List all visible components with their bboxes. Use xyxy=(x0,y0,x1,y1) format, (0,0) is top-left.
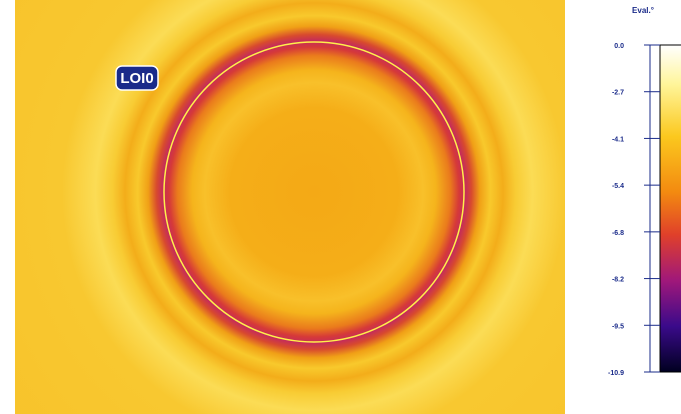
tick-label: -6.8 xyxy=(612,230,624,237)
tick-label: -9.5 xyxy=(612,323,624,330)
tick-label: -8.2 xyxy=(612,277,624,284)
roi-label: LOI0 xyxy=(120,70,153,87)
colorbar-title: Eval.° xyxy=(632,6,654,15)
tick-label: -5.4 xyxy=(612,183,624,190)
thermal-image xyxy=(15,0,565,414)
tick-label: -10.9 xyxy=(608,370,624,377)
colorbar xyxy=(659,44,681,373)
tick-label: -4.1 xyxy=(612,136,624,143)
tick-label: -2.7 xyxy=(612,90,624,97)
roi-label-box[interactable] xyxy=(115,65,159,91)
roi-circle[interactable] xyxy=(163,41,465,343)
tick-label: 0.0 xyxy=(614,43,624,50)
colorbar-ticks: 0.0 -2.7 -4.1 -5.4 -6.8 -8.2 -9.5 -10.9 xyxy=(608,43,660,377)
